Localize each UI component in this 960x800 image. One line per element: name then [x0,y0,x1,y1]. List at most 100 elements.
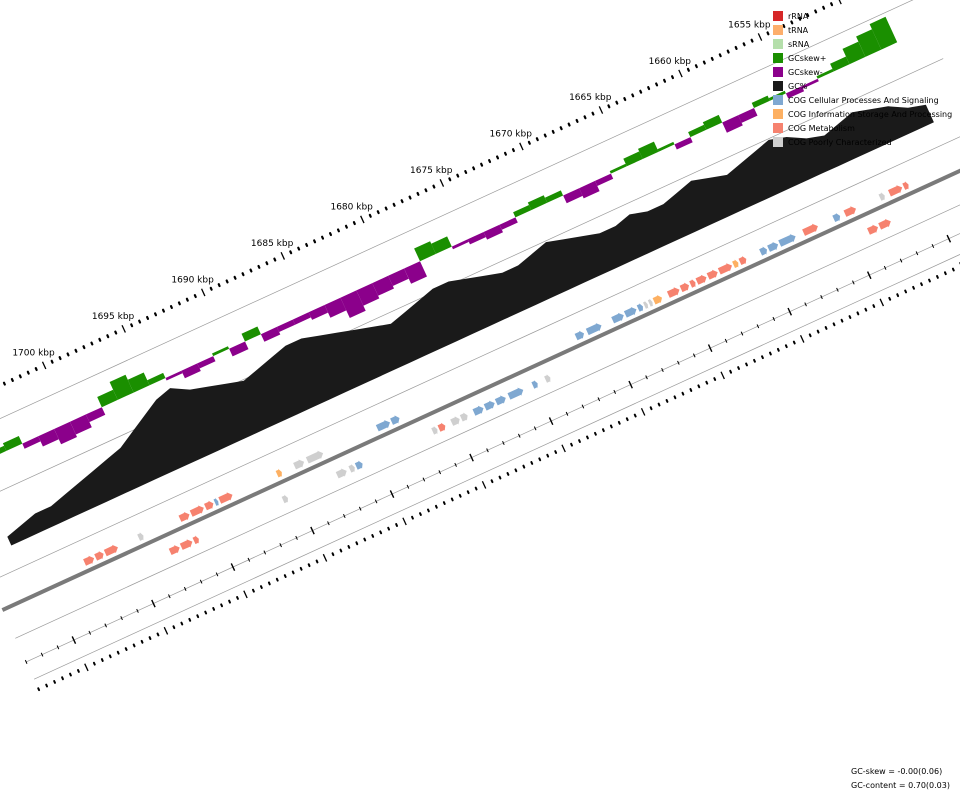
gene-feature-arrow [717,263,732,275]
inner-minor-tick [581,404,585,409]
major-tick [838,0,842,5]
minor-tick [575,118,579,123]
inner-minor-tick [565,411,569,416]
major-tick [757,33,763,41]
gc-skew-positive-bar [544,190,564,203]
inner-minor-tick [692,353,696,358]
gc-skew-negative-bar [54,421,77,445]
inner-minor-tick [729,369,733,374]
minor-tick [352,221,356,226]
inner-minor-tick [864,307,868,312]
gene-feature-arrow [611,312,624,324]
legend-item: COG Metabolism [773,121,960,135]
inner-minor-tick [442,501,446,506]
major-tick [519,142,524,151]
inner-minor-tick [816,329,820,334]
minor-tick [130,323,134,328]
gc-content-track [7,104,934,546]
gc-skew-negative-bar [451,239,469,250]
inner-major-tick [548,417,554,426]
inner-minor-tick [689,388,693,392]
gc-skew-positive-bar [127,372,150,393]
inner-minor-tick [411,515,414,520]
inner-minor-tick [419,512,422,516]
legend-label: tRNA [788,25,809,35]
inner-minor-tick [196,614,200,619]
inner-minor-tick [199,579,203,584]
minor-tick [153,312,158,317]
inner-minor-tick [454,462,457,467]
major-tick [598,106,604,114]
inner-minor-tick [586,435,589,440]
inner-major-tick [402,517,407,526]
inner-minor-tick [331,552,335,557]
minor-tick [384,206,388,211]
minor-tick [193,294,197,299]
legend-swatch [773,123,783,133]
legend-item: rRNA [773,9,960,23]
inner-minor-tick [713,377,717,381]
inner-minor-tick [267,581,271,586]
gene-feature-arrow [431,426,438,435]
inner-minor-tick [279,543,282,548]
gene-feature-arrow [472,405,484,416]
inner-minor-tick [458,493,462,498]
inner-minor-tick [215,572,219,577]
inner-minor-tick [554,450,558,454]
gc-skew-positive-bar [2,436,23,451]
minor-tick [686,67,690,72]
inner-minor-tick [530,461,534,465]
gc-skew-positive-bar [638,141,659,159]
inner-minor-tick [724,338,728,343]
legend-item: GCskew- [773,65,960,79]
inner-minor-tick [852,280,855,285]
inner-minor-tick [506,472,510,476]
inner-minor-tick [172,625,176,630]
minor-tick [670,75,675,80]
inner-minor-tick [776,347,780,352]
minor-tick [408,195,412,200]
inner-minor-tick [768,351,772,356]
minor-tick [782,24,786,29]
inner-minor-tick [514,468,518,473]
inner-minor-tick [578,439,581,443]
minor-tick [527,140,531,145]
minor-tick [225,279,229,284]
minor-tick [535,137,539,142]
inner-minor-tick [307,563,311,568]
inner-minor-tick [792,340,796,345]
gene-feature-arrow [574,330,584,341]
gene-feature-arrow [643,300,649,309]
inner-major-tick [866,271,872,280]
gene-feature-arrow [94,551,104,561]
gene-feature-arrow [218,492,233,504]
inner-minor-tick [53,679,56,684]
gene-feature-arrow [189,505,204,517]
kbp-tick-label: 1685 kbp [251,239,294,249]
inner-minor-tick [474,486,478,491]
gc-skew-negative-bar [356,283,380,306]
inner-major-tick [151,599,156,608]
minor-tick [18,374,22,379]
legend-item: COG Cellular Processes And Signaling [773,93,960,107]
inner-minor-tick [808,333,812,338]
inner-minor-tick [168,594,171,599]
inner-major-tick [640,407,646,416]
inner-minor-tick [100,658,104,662]
minor-tick [328,232,333,237]
forward-strand-features [83,181,909,566]
inner-major-tick [389,490,395,499]
inner-minor-tick [37,687,41,692]
minor-tick [655,82,659,87]
inner-minor-tick [24,659,28,664]
minor-tick [10,377,14,382]
gc-skew-positive-bar [688,124,707,138]
minor-tick [209,286,213,291]
inner-minor-tick [546,453,550,458]
inner-minor-tick [518,433,521,438]
gc-skew-positive-bar [869,16,898,50]
gene-feature-arrow [902,181,909,190]
inner-major-tick [230,563,236,571]
inner-minor-tick [363,537,367,542]
gene-feature-arrow [275,468,282,478]
